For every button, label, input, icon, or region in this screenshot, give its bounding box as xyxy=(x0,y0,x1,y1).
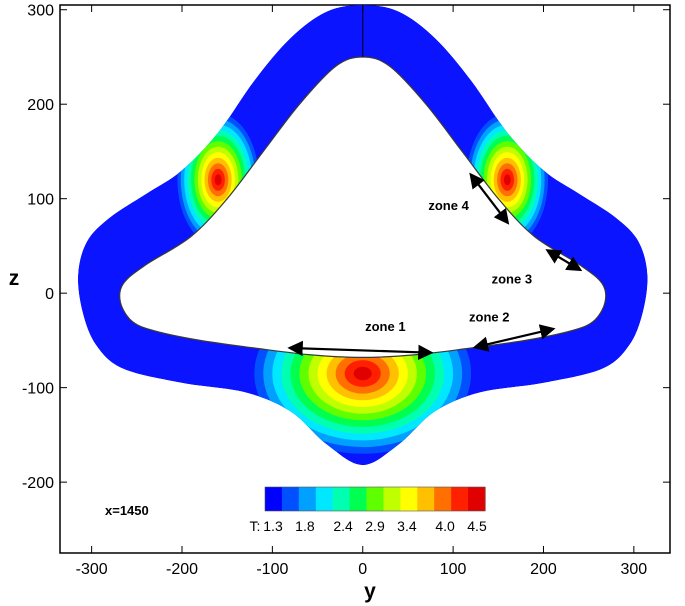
colorbar-tick-label: 4.5 xyxy=(467,518,487,534)
y-tick-label: 200 xyxy=(27,97,54,114)
colorbar-swatch xyxy=(434,487,452,511)
zone-label: zone 1 xyxy=(365,319,405,334)
y-tick-label: -200 xyxy=(22,475,54,492)
plot-frame xyxy=(59,4,671,554)
x-axis-ticks: -300 -200 -100 0 100 200 300 xyxy=(76,5,648,578)
zone-arrow xyxy=(469,172,510,225)
colorbar: T: 1.3 1.8 2.4 2.9 3.4 4.0 4.5 xyxy=(250,486,487,534)
colorbar-tick-label: 4.0 xyxy=(435,518,455,534)
x-tick-label: -100 xyxy=(256,561,288,578)
colorbar-tick-label: 1.3 xyxy=(263,518,283,534)
colorbar-prefix: T: xyxy=(250,518,261,534)
y-tick-label: 300 xyxy=(27,3,54,20)
x-tick-label: -200 xyxy=(166,561,198,578)
zone-arrow xyxy=(545,249,583,272)
colorbar-swatch xyxy=(451,487,469,511)
zone-label: zone 4 xyxy=(428,198,469,213)
colorbar-swatch xyxy=(281,487,300,511)
x-tick-label: 0 xyxy=(358,561,367,578)
x-tick-label: 300 xyxy=(621,561,648,578)
colorbar-swatch xyxy=(349,487,368,511)
x-axis-label: y xyxy=(364,580,376,603)
y-tick-label: 100 xyxy=(27,192,54,209)
colorbar-swatch xyxy=(298,487,317,511)
contour-band xyxy=(503,174,511,186)
colorbar-tick-label: 2.9 xyxy=(365,518,385,534)
colorbar-swatch xyxy=(332,487,351,511)
colorbar-swatch xyxy=(366,487,384,511)
y-axis-label: z xyxy=(9,267,20,290)
colorbar-swatch xyxy=(265,487,283,511)
colorbar-tick-label: 2.4 xyxy=(333,518,353,534)
contour-band xyxy=(353,366,372,381)
y-tick-label: -100 xyxy=(22,381,54,398)
zone-label: zone 2 xyxy=(469,310,509,325)
x-tick-label: -300 xyxy=(76,561,108,578)
y-axis-ticks: -200 -100 0 100 200 300 xyxy=(22,3,670,492)
colorbar-swatch xyxy=(417,487,435,511)
contour-band xyxy=(214,174,222,186)
x-tick-label: 100 xyxy=(440,561,467,578)
colorbar-swatch xyxy=(315,487,334,511)
colorbar-tick-label: 1.8 xyxy=(295,518,315,534)
zone-arrow xyxy=(472,324,556,352)
x-tick-label: 200 xyxy=(530,561,557,578)
colorbar-swatch xyxy=(468,487,486,511)
zone-annotations: zone 1 zone 2 zone 3 zone 4 xyxy=(287,172,583,360)
y-tick-label: 0 xyxy=(45,286,54,303)
colorbar-tick-label: 3.4 xyxy=(397,518,417,534)
colorbar-swatch xyxy=(400,487,418,511)
zone-arrow xyxy=(287,340,434,360)
zone-label: zone 3 xyxy=(492,272,532,287)
colorbar-border xyxy=(264,486,486,512)
colorbar-swatch xyxy=(383,487,401,511)
station-label: x=1450 xyxy=(105,503,149,518)
